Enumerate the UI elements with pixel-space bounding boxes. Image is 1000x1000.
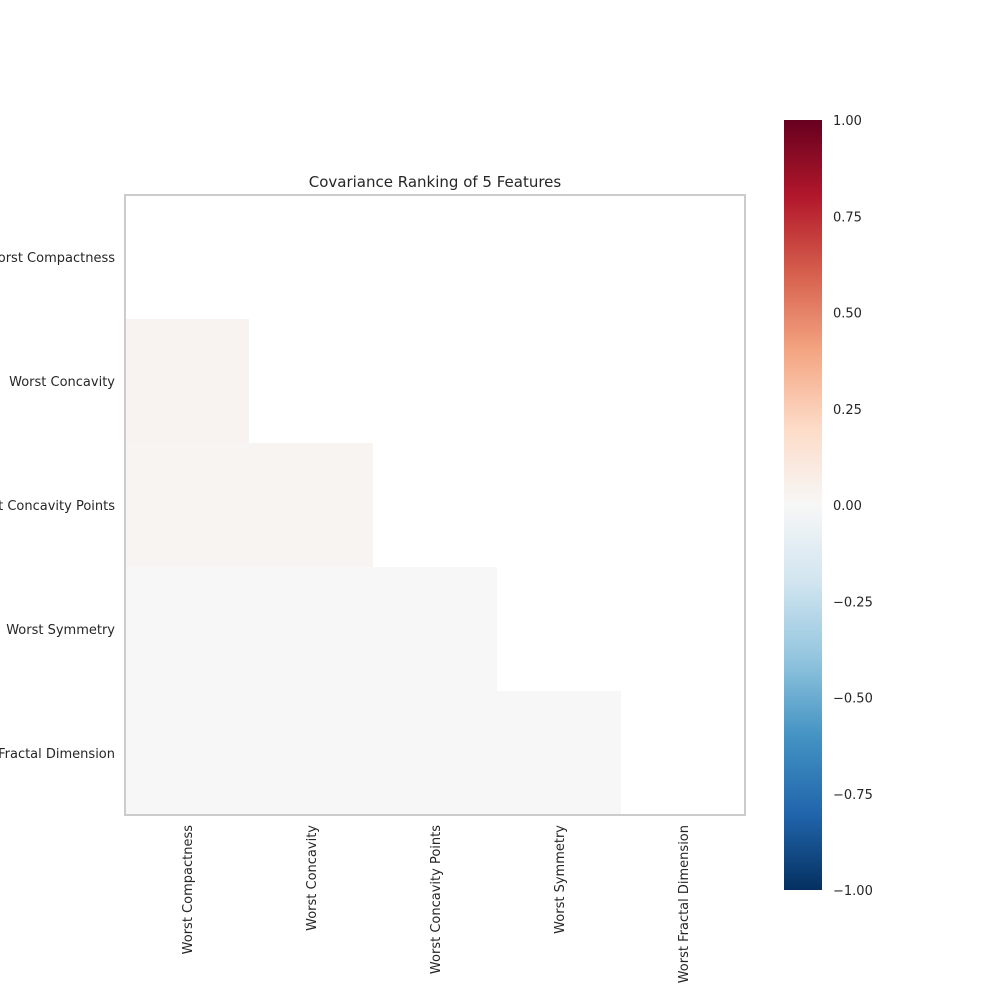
colorbar-tick-label: 0.25 — [833, 403, 862, 418]
heatmap-cell-r1-c4 — [621, 319, 746, 444]
y-tick-label: Worst Concavity — [9, 375, 115, 390]
heatmap-cell-r3-c3 — [497, 567, 622, 692]
heatmap-cell-r1-c1 — [249, 319, 374, 444]
heatmap-cell-r3-c0 — [125, 567, 250, 692]
chart-title: Covariance Ranking of 5 Features — [309, 173, 562, 191]
x-tick-label: Worst Compactness — [181, 825, 196, 955]
heatmap-cell-r2-c4 — [621, 443, 746, 568]
heatmap-cell-r4-c3 — [497, 691, 622, 816]
colorbar-tick-label: 0.75 — [833, 210, 862, 225]
heatmap-cell-r2-c2 — [373, 443, 498, 568]
heatmap-cell-r0-c1 — [249, 195, 374, 320]
heatmap-cell-r2-c0 — [125, 443, 250, 568]
colorbar-tick-label: −0.25 — [833, 595, 873, 610]
heatmap-cell-r4-c2 — [373, 691, 498, 816]
colorbar-tick-label: −0.75 — [833, 788, 873, 803]
plot-frame — [124, 194, 746, 816]
heatmap-cell-r2-c3 — [497, 443, 622, 568]
heatmap-cell-r3-c1 — [249, 567, 374, 692]
colorbar-tick-labels: 1.00 0.75 0.50 0.25 0.00 −0.25 −0.50 −0.75 −1.00 — [833, 114, 873, 899]
heatmap-cell-r0-c2 — [373, 195, 498, 320]
heatmap-cell-r4-c4 — [621, 691, 746, 816]
y-tick-label: Worst Compactness — [0, 251, 115, 266]
x-tick-label: Worst Fractal Dimension — [677, 825, 692, 983]
heatmap-cell-r4-c0 — [125, 691, 250, 816]
x-tick-label: Worst Concavity Points — [429, 825, 444, 974]
x-tick-labels: Worst Compactness Worst Concavity Worst Co… — [181, 825, 692, 984]
heatmap-cell-r0-c3 — [497, 195, 622, 320]
heatmap-cell-r1-c0 — [125, 319, 250, 444]
colorbar-tick-label: 0.00 — [833, 499, 862, 514]
x-tick-label: Worst Concavity — [305, 825, 320, 931]
heatmap-cell-r4-c1 — [249, 691, 374, 816]
y-tick-label: Worst Fractal Dimension — [0, 747, 115, 762]
y-tick-label: Worst Concavity Points — [0, 499, 115, 514]
x-tick-label: Worst Symmetry — [553, 825, 568, 934]
colorbar-tick-label: −0.50 — [833, 692, 873, 707]
heatmap-cells — [125, 195, 746, 816]
y-tick-labels: Worst Compactness Worst Concavity Worst Co… — [0, 251, 115, 762]
heatmap-cell-r2-c1 — [249, 443, 374, 568]
heatmap-cell-r3-c4 — [621, 567, 746, 692]
heatmap-cell-r1-c2 — [373, 319, 498, 444]
y-tick-label: Worst Symmetry — [6, 623, 115, 638]
heatmap-cell-r0-c4 — [621, 195, 746, 320]
heatmap-cell-r3-c2 — [373, 567, 498, 692]
heatmap-cell-r0-c0 — [125, 195, 250, 320]
heatmap-cell-r1-c3 — [497, 319, 622, 444]
colorbar-tick-label: 1.00 — [833, 114, 862, 129]
colorbar — [784, 120, 822, 890]
colorbar-tick-label: −1.00 — [833, 884, 873, 899]
colorbar-tick-label: 0.50 — [833, 307, 862, 322]
